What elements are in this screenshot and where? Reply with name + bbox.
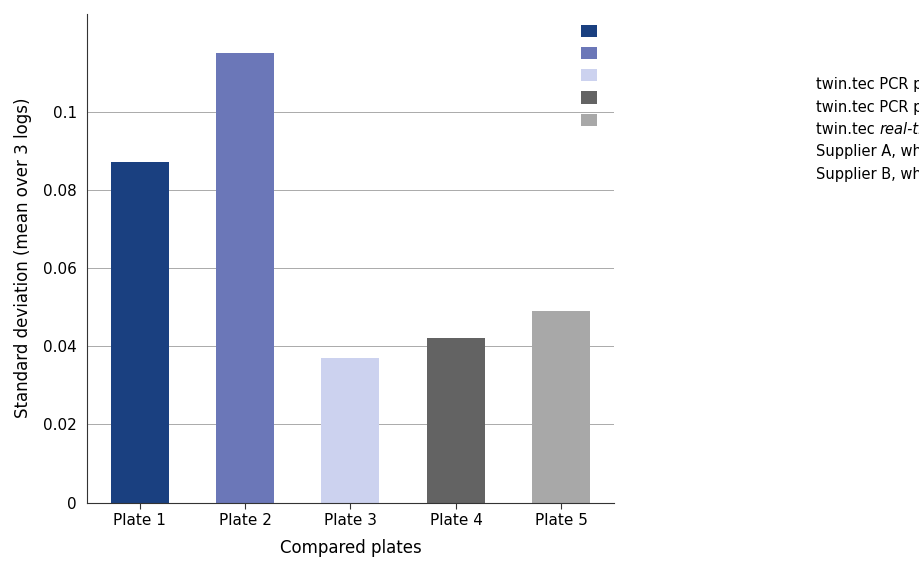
Bar [216,53,274,502]
Text: Supplier B, white wells: Supplier B, white wells [815,167,919,182]
Bar [321,358,379,502]
Bar [110,163,168,502]
X-axis label: Compared plates: Compared plates [279,539,421,557]
Bar [532,311,590,502]
Text: twin.tec PCR plate, clear wells*: twin.tec PCR plate, clear wells* [815,78,919,93]
Legend: , , , , : , , , , [581,23,604,128]
Text: Supplier A, white wells: Supplier A, white wells [815,144,919,159]
Y-axis label: Standard deviation (mean over 3 logs): Standard deviation (mean over 3 logs) [14,98,32,419]
Text: real-time: real-time [879,122,919,137]
Bar [426,339,484,502]
Text: twin.tec: twin.tec [815,122,879,137]
Text: twin.tec PCR plate, frosted wells*: twin.tec PCR plate, frosted wells* [815,100,919,115]
